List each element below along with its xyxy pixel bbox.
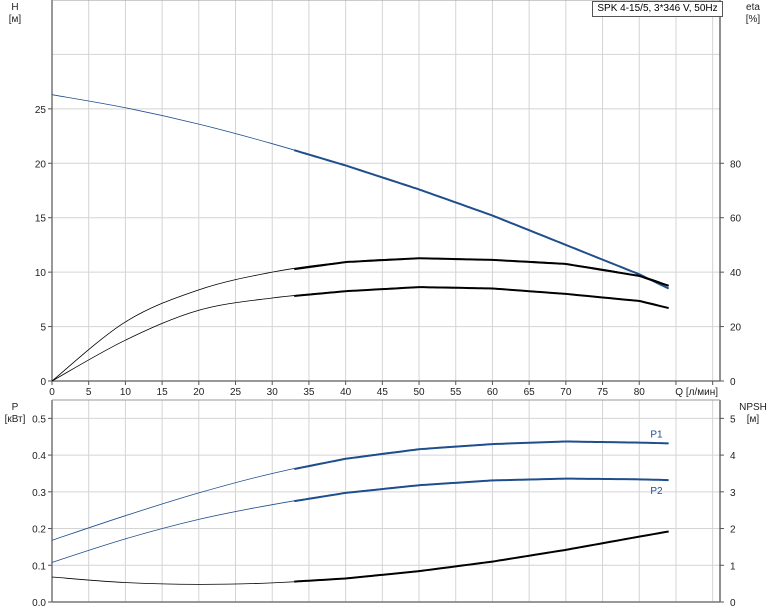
curve-operating-series-1: [294, 257, 669, 287]
curve-series-2: [51, 286, 669, 382]
x-axis-label: Q [л/мин]: [675, 387, 718, 398]
y2-tick-label: 0: [730, 377, 736, 388]
y-tick-label: 0.5: [32, 414, 46, 425]
y-tick-label: 0.1: [32, 561, 46, 572]
y2-tick-label: 0: [730, 598, 736, 609]
x-tick-label: 40: [340, 387, 352, 398]
legend-box: SPK 4-15/5, 3*346 V, 50Hz: [592, 1, 723, 17]
x-tick-label: 60: [487, 387, 499, 398]
curve-operating-p1: [294, 440, 669, 471]
x-tick-label: 5: [86, 387, 92, 398]
y-tick-label: 15: [35, 214, 47, 225]
y2-axis-unit: [м]: [747, 414, 760, 425]
y-tick-label: 20: [35, 159, 47, 170]
series-label-p2: P2: [650, 486, 663, 497]
curve-operating-series-2: [294, 530, 669, 583]
y-tick-label: 10: [35, 268, 47, 279]
curve-series-0: [51, 94, 669, 289]
y2-tick-label: 3: [730, 488, 736, 499]
x-tick-label: 20: [193, 387, 205, 398]
x-tick-label: 25: [230, 387, 242, 398]
y2-tick-label: 5: [730, 414, 736, 425]
y-tick-label: 0: [40, 377, 46, 388]
x-tick-label: 70: [560, 387, 572, 398]
y2-tick-label: 80: [730, 159, 742, 170]
y2-axis-label: NPSH: [739, 402, 767, 413]
y2-axis-label: eta: [746, 2, 760, 13]
y-tick-label: 0.3: [32, 488, 46, 499]
x-tick-label: 15: [157, 387, 169, 398]
x-tick-label: 30: [267, 387, 279, 398]
x-tick-label: 35: [303, 387, 315, 398]
y2-tick-label: 40: [730, 268, 742, 279]
y-tick-label: 0.0: [32, 598, 46, 609]
x-tick-label: 65: [524, 387, 536, 398]
y-tick-label: 0.4: [32, 451, 46, 462]
y2-tick-label: 4: [730, 451, 736, 462]
curve-operating-series-2: [294, 286, 669, 310]
y-axis-label: H: [11, 2, 18, 13]
series-label-p1: P1: [650, 429, 663, 440]
x-tick-label: 75: [597, 387, 609, 398]
y-axis-label: P: [12, 402, 19, 413]
y2-tick-label: 1: [730, 561, 736, 572]
y-axis-unit: [м]: [9, 14, 22, 25]
y-tick-label: 5: [40, 323, 46, 334]
x-tick-label: 10: [120, 387, 132, 398]
y-tick-label: 0.2: [32, 525, 46, 536]
y2-axis-unit: [%]: [746, 14, 761, 25]
curve-operating-p2: [294, 477, 669, 503]
x-tick-label: 55: [450, 387, 462, 398]
x-tick-label: 50: [413, 387, 425, 398]
x-tick-label: 45: [377, 387, 389, 398]
y2-tick-label: 2: [730, 525, 736, 536]
curve-operating-series-0: [293, 149, 670, 290]
y2-tick-label: 60: [730, 214, 742, 225]
x-tick-label: 0: [49, 387, 55, 398]
x-tick-label: 80: [634, 387, 646, 398]
y-axis-unit: [кВт]: [5, 414, 26, 425]
curve-series-1: [51, 257, 669, 382]
y-tick-label: 25: [35, 105, 47, 116]
y2-tick-label: 20: [730, 323, 742, 334]
